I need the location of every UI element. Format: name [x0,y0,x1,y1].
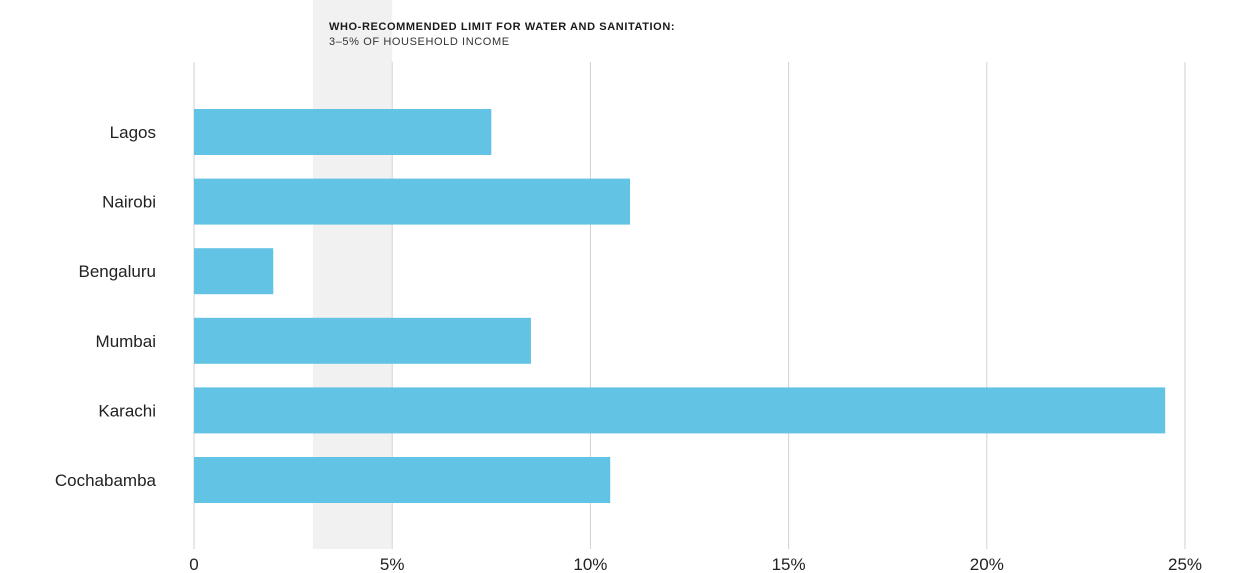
reference-band-title: WHO-RECOMMENDED LIMIT FOR WATER AND SANI… [329,21,675,33]
category-label: Mumbai [96,332,156,351]
category-label: Cochabamba [55,471,157,490]
x-tick-label: 25% [1168,555,1202,573]
category-label: Bengaluru [78,262,156,281]
x-tick-label: 20% [970,555,1004,573]
bar [194,457,611,503]
x-tick-label: 15% [772,555,806,573]
bar [194,387,1166,434]
category-labels: Lagos Nairobi Bengaluru Mumbai Karachi Cochab… [55,123,157,490]
category-label: Lagos [110,123,156,142]
category-label: Karachi [98,401,156,420]
x-tick-label: 10% [573,555,607,573]
x-tick-label: 5% [380,555,405,573]
x-tick-label: 0 [189,555,198,573]
reference-band-subtitle: 3–5% OF HOUSEHOLD INCOME [329,36,510,48]
bar [194,178,631,225]
bar [194,317,531,364]
bar [194,248,274,295]
bar [194,109,492,155]
category-label: Nairobi [102,193,156,212]
x-axis-ticks: 0 5% 10% 15% 20% 25% [189,555,1202,573]
bars [194,109,1166,503]
